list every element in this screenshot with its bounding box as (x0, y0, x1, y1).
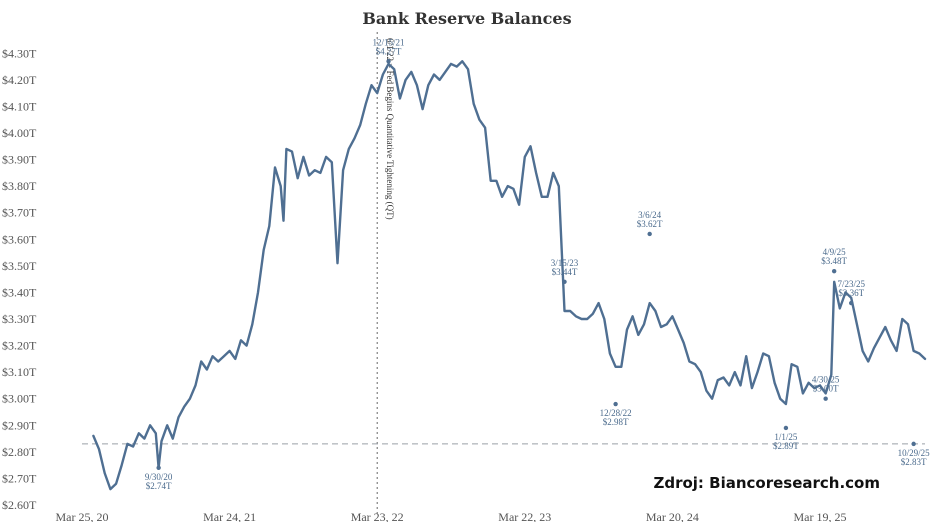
y-tick-label: $3.70T (2, 206, 37, 220)
y-tick-label: $4.20T (2, 73, 37, 87)
y-tick-label: $3.10T (2, 365, 37, 379)
annotation-value: $3.62T (637, 219, 663, 229)
source-credit: Zdroj: Biancoresearch.com (653, 474, 880, 492)
qt-start-label: 6/1/22 = Fed Begins Quantitative Tighten… (385, 38, 395, 220)
annotation-date: 12/28/22 (600, 408, 632, 418)
annotation-marker (849, 300, 854, 306)
x-tick-label: Mar 23, 22 (351, 510, 404, 522)
y-tick-label: $2.60T (2, 498, 37, 512)
annotation-date: 1/1/25 (774, 432, 798, 442)
annotation-marker (911, 441, 916, 447)
series-group (92, 60, 927, 491)
y-tick-label: $3.40T (2, 285, 37, 299)
y-axis: $4.30T $4.20T $4.10T $4.00T $3.90T $3.80T $3.7… (2, 46, 37, 512)
x-tick-label: Mar 25, 20 (56, 510, 109, 522)
chart-title: Bank Reserve Balances (362, 9, 571, 28)
annotation-date: 4/9/25 (823, 247, 847, 257)
annotation-marker (783, 425, 789, 431)
x-axis: Mar 25, 20 Mar 24, 21 Mar 23, 22 Mar 22, 23… (56, 510, 847, 522)
annotation-value: $2.89T (773, 441, 799, 451)
annotation-date: 3/15/23 (551, 258, 579, 268)
y-tick-label: $4.10T (2, 99, 37, 113)
y-tick-label: $2.80T (2, 445, 37, 459)
annotation-value: $4.27T (376, 46, 402, 56)
annotation-value: $2.98T (603, 417, 629, 427)
annotation-marker (386, 59, 391, 64)
y-tick-label: $3.90T (2, 153, 37, 167)
x-tick-label: Mar 20, 24 (646, 510, 699, 522)
annotation-value: $2.74T (146, 481, 172, 491)
annotation-value: $3.48T (821, 256, 847, 266)
reference-lines: 6/1/22 = Fed Begins Quantitative Tighten… (82, 32, 925, 515)
y-tick-label: $3.20T (2, 339, 37, 353)
annotation-date: 3/6/24 (638, 210, 662, 220)
annotation-value: $2.83T (901, 457, 927, 467)
annotation-date: 4/30/25 (812, 375, 840, 385)
y-tick-label: $4.30T (2, 46, 37, 60)
y-tick-label: $3.30T (2, 312, 37, 326)
annotation-marker (831, 268, 837, 274)
annotation-date: 7/23/25 (837, 279, 865, 289)
annotation-value: $3.44T (552, 267, 578, 277)
y-tick-label: $3.80T (2, 179, 37, 193)
annotations: 9/30/20$2.74T 12/15/21$4.27T 3/15/23$3.44T… (145, 37, 930, 491)
x-tick-label: Mar 24, 21 (203, 510, 256, 522)
y-tick-label: $2.90T (2, 418, 37, 432)
y-tick-label: $3.00T (2, 392, 37, 406)
y-tick-label: $3.50T (2, 259, 37, 273)
annotation-date: 10/29/25 (898, 448, 931, 458)
annotation-date: 9/30/20 (145, 472, 173, 482)
annotation-marker (156, 465, 161, 470)
y-tick-label: $3.60T (2, 232, 37, 246)
annotation-marker (613, 401, 618, 407)
annotation-value: $3.00T (813, 384, 839, 394)
series-line (92, 60, 927, 491)
x-tick-label: Mar 22, 23 (498, 510, 551, 522)
y-tick-label: $2.70T (2, 471, 37, 485)
annotation-value: $3.36T (838, 288, 864, 298)
x-tick-label: Mar 19, 25 (793, 510, 846, 522)
annotation-marker (823, 396, 828, 401)
annotation-marker (647, 231, 652, 237)
annotation-marker (562, 279, 567, 284)
annotation-date: 12/15/21 (373, 37, 405, 47)
y-tick-label: $4.00T (2, 126, 37, 140)
